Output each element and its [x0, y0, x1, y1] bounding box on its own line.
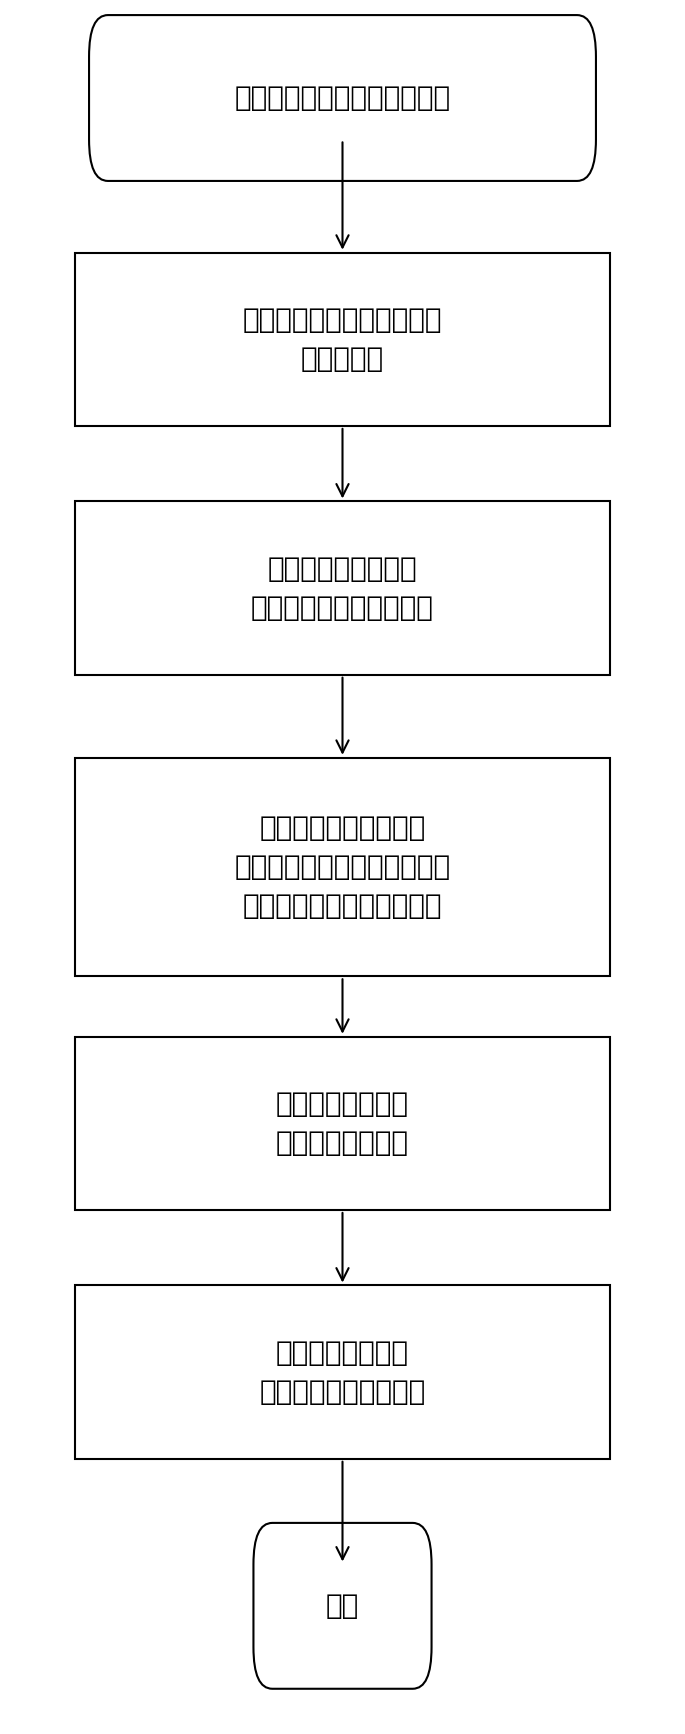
Text: 读取对应图像条带的
高低温辐射定标图像数据: 读取对应图像条带的 高低温辐射定标图像数据 — [251, 555, 434, 621]
Text: 解算每一个像元的
相对辐射定标方程: 解算每一个像元的 相对辐射定标方程 — [276, 1091, 409, 1157]
Text: 返回: 返回 — [326, 1592, 359, 1620]
Bar — [75, 501, 610, 675]
Text: 读取指定数量的图像条带数
据、增益值: 读取指定数量的图像条带数 据、增益值 — [242, 305, 443, 373]
FancyBboxPatch shape — [89, 16, 596, 180]
Bar — [75, 1037, 610, 1210]
Text: 将指定数量条带对应的
高低温辐射定标图像数据分别
求平均，得到一组定标数据: 将指定数量条带对应的 高低温辐射定标图像数据分别 求平均，得到一组定标数据 — [234, 813, 451, 921]
Text: 求得每一个像元的
增益和偏移量定标因子: 求得每一个像元的 增益和偏移量定标因子 — [260, 1339, 425, 1406]
Bar — [75, 1285, 610, 1458]
Bar — [75, 253, 610, 427]
FancyBboxPatch shape — [253, 1522, 432, 1689]
Bar — [75, 758, 610, 976]
Text: 系统级相对辐射校正系数计算: 系统级相对辐射校正系数计算 — [234, 83, 451, 113]
